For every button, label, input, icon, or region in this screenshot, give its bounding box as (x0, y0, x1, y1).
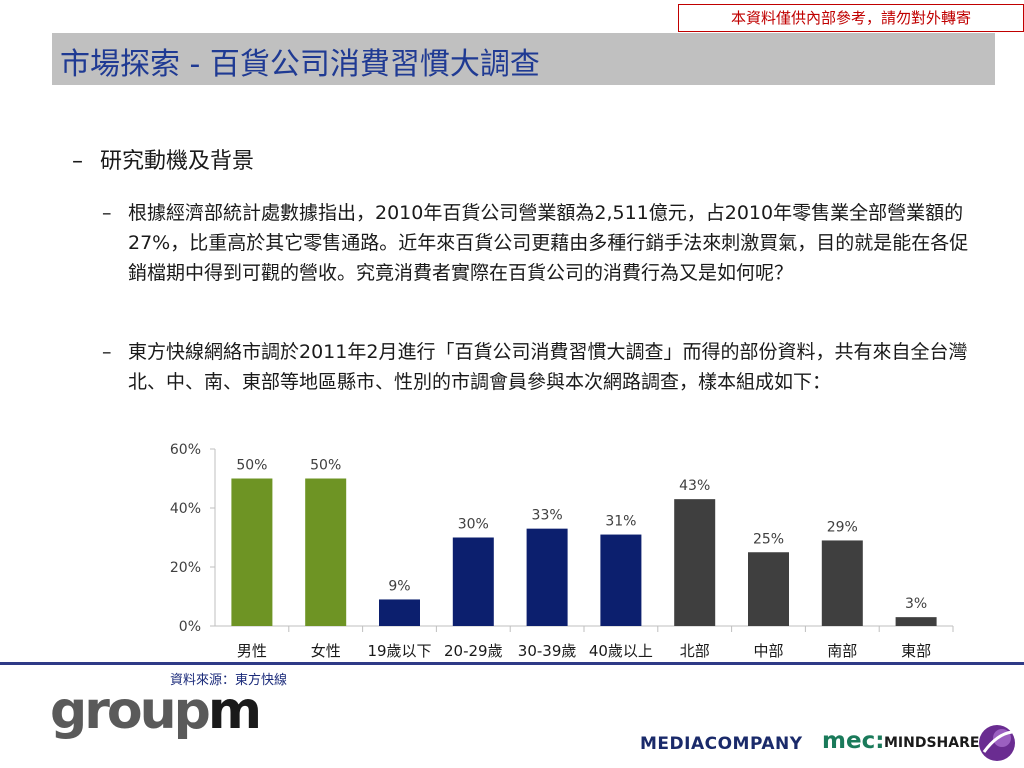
data-label: 43% (679, 478, 710, 494)
page-title: 市場探索 - 百貨公司消費習慣大調查 (60, 47, 540, 82)
paragraph-1: – 根據經濟部統計處數據指出，2010年百貨公司營業額為2,511億元，占201… (102, 198, 982, 323)
paragraph-2: – 東方快線網絡市調於2011年2月進行「百貨公司消費習慣大調查」而得的部份資料… (102, 337, 982, 429)
groupm-logo-part-a: group (50, 681, 211, 741)
bar (748, 552, 789, 626)
y-tick-label: 0% (179, 619, 201, 635)
bar (821, 540, 863, 626)
bar (526, 528, 568, 626)
bar (305, 478, 347, 626)
mediacompany-logo: MEDIACOMPANY (640, 734, 803, 754)
section-heading: – 研究動機及背景 (72, 143, 254, 175)
y-tick-label: 60% (170, 442, 201, 458)
x-tick-label: 20-29歲 (444, 642, 503, 660)
data-label: 30% (458, 517, 489, 533)
x-tick-label: 南部 (827, 642, 857, 660)
x-tick-label: 30-39歲 (518, 642, 577, 660)
x-tick-label: 中部 (753, 642, 783, 660)
source-note: 資料來源：東方快線 (170, 673, 288, 688)
sample-composition-bar-chart: 0% 20% 40% 60% 50% 男性 50% 女性 9% 19歲以下 30% 20-29歲 33%… (170, 442, 954, 660)
section-heading-text: 研究動機及背景 (100, 149, 255, 174)
bar (379, 599, 420, 626)
y-tick-label: 20% (170, 560, 201, 576)
data-label: 31% (605, 514, 636, 530)
data-label: 25% (753, 531, 784, 547)
x-tick-label: 女性 (311, 642, 341, 660)
data-label: 3% (905, 596, 927, 612)
bar (231, 478, 273, 626)
paragraph-2-text: 東方快線網絡市調於2011年2月進行「百貨公司消費習慣大調查」而得的部份資料，共… (128, 341, 968, 393)
data-label: 50% (236, 458, 267, 474)
x-tick-label: 東部 (901, 642, 931, 660)
confidential-notice: 本資料僅供內部參考，請勿對外轉寄 (678, 4, 1024, 32)
paragraph-1-text: 根據經濟部統計處數據指出，2010年百貨公司營業額為2,511億元，占2010年… (128, 202, 969, 284)
data-label: 29% (827, 519, 858, 535)
groupm-logo: groupm (50, 685, 262, 737)
bar (674, 499, 716, 626)
paragraph-1-dash: – (102, 202, 112, 224)
mindshare-logo: MINDSHARE (884, 735, 980, 751)
title-bar: 市場探索 - 百貨公司消費習慣大調查 (52, 33, 995, 85)
x-tick-label: 北部 (680, 642, 710, 660)
y-tick-label: 40% (170, 501, 201, 517)
data-label: 9% (388, 578, 410, 594)
groupm-logo-part-b: m (207, 681, 262, 741)
paragraph-2-dash: – (102, 341, 112, 363)
x-tick-label: 男性 (237, 642, 267, 660)
bar (600, 534, 642, 626)
x-tick-label: 40歲以上 (589, 642, 653, 660)
x-tick-label: 19歲以下 (367, 642, 431, 660)
data-label: 33% (532, 508, 563, 524)
section-dash: – (72, 149, 83, 174)
bar (895, 617, 937, 626)
mec-logo: mec: (822, 728, 885, 754)
bar (452, 537, 494, 626)
data-label: 50% (310, 458, 341, 474)
footer-divider (0, 662, 1024, 665)
mindshare-swirl-icon (979, 725, 1015, 761)
